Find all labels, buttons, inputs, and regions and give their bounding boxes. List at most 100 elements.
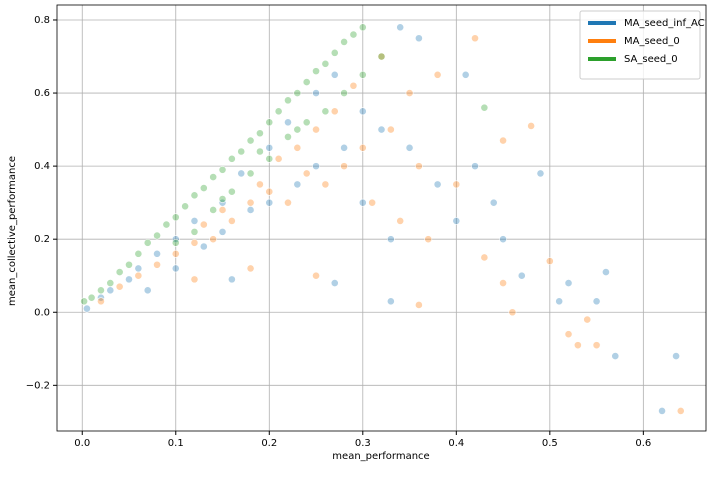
point bbox=[265, 143, 274, 152]
point bbox=[256, 129, 264, 138]
y-axis-label: mean_collective_performance bbox=[7, 156, 18, 306]
y-tick-label: 0.2 bbox=[34, 234, 50, 245]
point bbox=[284, 118, 292, 127]
point bbox=[106, 279, 115, 287]
point bbox=[349, 30, 358, 39]
point bbox=[80, 297, 89, 306]
point bbox=[602, 268, 610, 276]
point bbox=[293, 125, 302, 134]
point bbox=[209, 206, 218, 214]
x-tick-label: 0.2 bbox=[261, 438, 277, 449]
point bbox=[358, 198, 367, 207]
point bbox=[330, 107, 339, 116]
y-tick-label: −0.2 bbox=[26, 380, 50, 391]
point bbox=[171, 213, 180, 222]
point bbox=[181, 202, 190, 211]
point bbox=[246, 264, 255, 273]
point bbox=[218, 206, 227, 214]
point bbox=[227, 217, 236, 225]
point bbox=[555, 297, 564, 306]
x-tick-label: 0.3 bbox=[355, 438, 371, 449]
point bbox=[321, 107, 330, 116]
point bbox=[658, 407, 666, 415]
point bbox=[461, 70, 470, 79]
point bbox=[265, 187, 274, 196]
point bbox=[415, 34, 423, 43]
x-axis-label: mean_performance bbox=[332, 451, 429, 462]
point bbox=[190, 191, 199, 200]
point bbox=[302, 78, 311, 86]
point bbox=[218, 195, 227, 203]
point bbox=[499, 235, 507, 244]
point bbox=[143, 286, 152, 295]
point bbox=[125, 275, 133, 284]
point bbox=[340, 38, 348, 46]
point bbox=[592, 297, 601, 306]
point bbox=[405, 143, 414, 152]
point bbox=[405, 89, 414, 97]
point bbox=[293, 89, 302, 97]
point bbox=[349, 81, 358, 90]
point bbox=[237, 147, 246, 156]
x-tick-label: 0.6 bbox=[635, 438, 651, 449]
y-tick-label: 0.6 bbox=[34, 88, 50, 99]
point bbox=[480, 253, 489, 262]
legend-label: MA_seed_0 bbox=[624, 36, 680, 47]
point bbox=[284, 96, 292, 105]
point bbox=[564, 279, 573, 287]
point bbox=[237, 169, 246, 178]
point bbox=[293, 143, 302, 152]
point bbox=[171, 249, 180, 258]
point bbox=[153, 249, 161, 258]
point bbox=[171, 264, 180, 273]
x-tick-label: 0.4 bbox=[448, 438, 464, 449]
x-tick-label: 0.0 bbox=[74, 438, 90, 449]
point bbox=[199, 242, 208, 251]
point bbox=[97, 297, 105, 306]
point bbox=[265, 118, 274, 127]
point bbox=[480, 103, 489, 112]
point bbox=[246, 198, 255, 207]
point bbox=[265, 198, 274, 207]
point bbox=[256, 147, 264, 156]
point bbox=[377, 125, 386, 134]
point bbox=[358, 23, 367, 32]
point bbox=[134, 271, 143, 280]
point bbox=[83, 304, 91, 313]
point bbox=[508, 308, 517, 317]
point bbox=[134, 264, 143, 273]
point bbox=[592, 341, 601, 350]
point bbox=[527, 122, 536, 130]
point bbox=[396, 217, 405, 225]
plot-frame bbox=[56, 4, 707, 432]
point bbox=[115, 268, 124, 276]
y-tick-label: 0.4 bbox=[34, 161, 50, 172]
point bbox=[545, 257, 554, 266]
point bbox=[302, 169, 311, 178]
point bbox=[415, 162, 423, 171]
point bbox=[106, 286, 115, 295]
point bbox=[190, 227, 199, 236]
point bbox=[489, 198, 498, 207]
point bbox=[227, 187, 236, 196]
point bbox=[87, 293, 96, 302]
point bbox=[471, 34, 479, 43]
point bbox=[190, 275, 199, 284]
point bbox=[583, 315, 592, 324]
point bbox=[312, 271, 320, 280]
point bbox=[573, 341, 582, 350]
point bbox=[153, 260, 161, 269]
point bbox=[358, 143, 367, 152]
point bbox=[256, 180, 264, 189]
y-tick-label: 0.8 bbox=[34, 15, 50, 26]
point bbox=[386, 125, 395, 134]
point bbox=[312, 89, 320, 97]
point bbox=[368, 198, 377, 207]
legend: MA_seed_inf_AC MA_seed_0 SA_seed_0 bbox=[579, 10, 705, 80]
point bbox=[125, 260, 133, 269]
point bbox=[284, 198, 292, 207]
point bbox=[321, 59, 330, 68]
point bbox=[162, 220, 171, 229]
point bbox=[377, 52, 386, 61]
